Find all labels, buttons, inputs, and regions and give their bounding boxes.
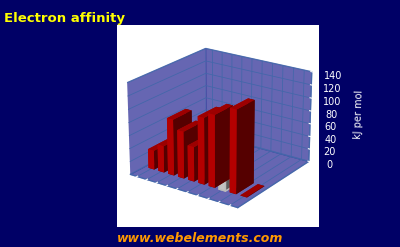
Text: www.webelements.com: www.webelements.com (117, 231, 283, 245)
Text: Electron affinity: Electron affinity (4, 12, 125, 25)
